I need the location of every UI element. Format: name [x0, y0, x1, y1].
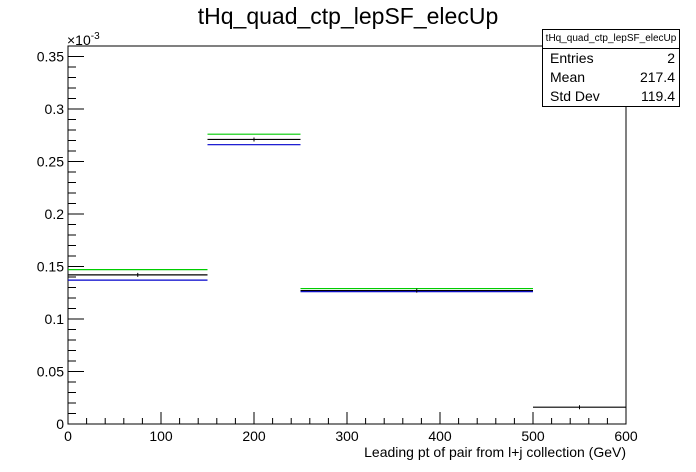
stats-entries-value: 2	[667, 50, 675, 66]
x-tick-label: 400	[428, 428, 452, 444]
stats-entries-label: Entries	[550, 50, 594, 66]
x-tick-label: 100	[149, 428, 173, 444]
x-tick-label: 500	[521, 428, 545, 444]
x-tick-label: 300	[335, 428, 359, 444]
x-tick-label: 0	[64, 428, 72, 444]
stats-entries-row: Entries 2	[543, 49, 679, 68]
stats-stddev-value: 119.4	[641, 88, 675, 104]
stats-box: tHq_quad_ctp_lepSF_elecUp Entries 2 Mean…	[542, 29, 680, 107]
y-tick-label: 0.05	[37, 364, 64, 380]
y-tick-label: 0.25	[37, 154, 64, 170]
y-tick-label: 0.2	[45, 206, 65, 222]
y-tick-label: 0	[56, 416, 64, 432]
x-axis-label: Leading pt of pair from l+j collection (…	[364, 444, 626, 460]
stats-stddev-row: Std Dev 119.4	[543, 87, 679, 106]
x-tick-label: 600	[614, 428, 638, 444]
y-tick-label: 0.35	[37, 49, 64, 65]
stats-mean-row: Mean 217.4	[543, 68, 679, 87]
x-tick-label: 200	[242, 428, 266, 444]
stats-mean-value: 217.4	[639, 69, 675, 85]
y-multiplier: ×10-3	[67, 31, 100, 48]
y-tick-label: 0.15	[37, 259, 64, 275]
stats-box-title: tHq_quad_ctp_lepSF_elecUp	[543, 30, 679, 49]
y-tick-label: 0.3	[45, 101, 65, 117]
y-tick-label: 0.1	[45, 311, 65, 327]
stats-mean-label: Mean	[550, 69, 586, 85]
chart-title: tHq_quad_ctp_lepSF_elecUp	[197, 3, 499, 29]
stats-stddev-label: Std Dev	[550, 88, 600, 104]
